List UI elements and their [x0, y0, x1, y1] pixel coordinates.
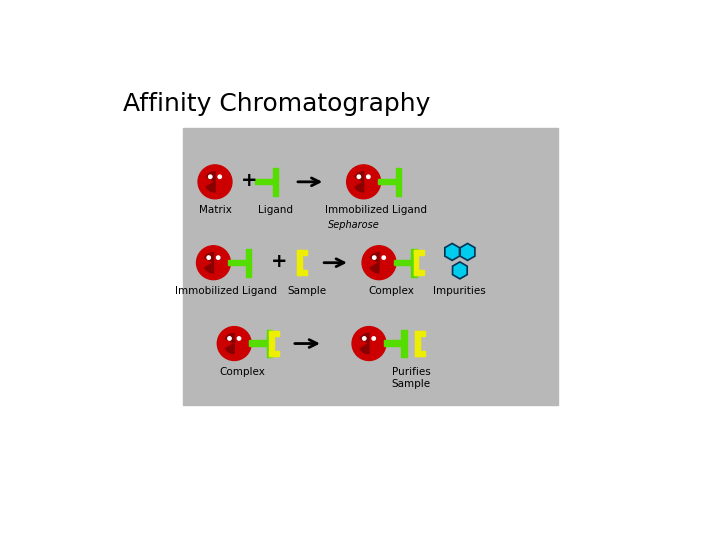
FancyBboxPatch shape	[228, 260, 248, 265]
Wedge shape	[355, 182, 364, 192]
FancyBboxPatch shape	[269, 351, 279, 356]
FancyBboxPatch shape	[249, 340, 269, 346]
Wedge shape	[206, 182, 215, 192]
FancyBboxPatch shape	[255, 179, 275, 184]
Wedge shape	[360, 343, 369, 354]
Wedge shape	[204, 262, 213, 273]
Text: Ligand: Ligand	[258, 205, 292, 215]
FancyBboxPatch shape	[384, 340, 404, 346]
Polygon shape	[453, 262, 467, 279]
Text: Sepharose: Sepharose	[328, 220, 379, 231]
Wedge shape	[370, 253, 379, 262]
Polygon shape	[445, 244, 459, 260]
Circle shape	[372, 256, 376, 259]
FancyBboxPatch shape	[414, 271, 423, 275]
FancyBboxPatch shape	[415, 351, 426, 356]
FancyBboxPatch shape	[414, 251, 418, 275]
FancyBboxPatch shape	[273, 168, 278, 195]
Text: Sample: Sample	[288, 286, 327, 296]
Polygon shape	[460, 244, 475, 260]
Wedge shape	[225, 333, 234, 343]
Text: Complex: Complex	[369, 286, 414, 296]
FancyBboxPatch shape	[411, 249, 417, 276]
FancyBboxPatch shape	[266, 330, 272, 357]
Wedge shape	[204, 253, 213, 262]
Circle shape	[198, 165, 232, 199]
FancyBboxPatch shape	[414, 251, 423, 255]
Circle shape	[346, 165, 381, 199]
Wedge shape	[370, 262, 379, 273]
Wedge shape	[206, 172, 215, 182]
Circle shape	[209, 175, 212, 178]
Text: +: +	[240, 171, 257, 190]
Circle shape	[357, 175, 361, 178]
Circle shape	[362, 246, 396, 280]
Wedge shape	[355, 172, 364, 182]
Circle shape	[382, 256, 385, 259]
FancyBboxPatch shape	[183, 128, 559, 405]
Text: Impurities: Impurities	[433, 286, 486, 296]
FancyBboxPatch shape	[394, 260, 414, 265]
Circle shape	[218, 175, 222, 178]
Text: Immobilized Ligand: Immobilized Ligand	[175, 286, 276, 296]
FancyBboxPatch shape	[415, 331, 420, 356]
Circle shape	[366, 175, 370, 178]
Text: Complex: Complex	[219, 367, 265, 376]
Circle shape	[238, 337, 240, 340]
Text: Affinity Chromatography: Affinity Chromatography	[122, 92, 430, 116]
FancyBboxPatch shape	[269, 331, 279, 336]
FancyBboxPatch shape	[246, 249, 251, 276]
FancyBboxPatch shape	[378, 179, 398, 184]
Text: Purifies
Sample: Purifies Sample	[392, 367, 431, 389]
FancyBboxPatch shape	[415, 331, 426, 336]
Circle shape	[352, 327, 386, 361]
Circle shape	[197, 246, 230, 280]
FancyBboxPatch shape	[396, 168, 401, 195]
Text: Matrix: Matrix	[199, 205, 231, 215]
Circle shape	[217, 327, 251, 361]
FancyBboxPatch shape	[401, 330, 407, 357]
Circle shape	[363, 337, 366, 340]
Wedge shape	[225, 343, 234, 354]
FancyBboxPatch shape	[297, 251, 307, 255]
Circle shape	[372, 337, 375, 340]
Circle shape	[207, 256, 210, 259]
Text: +: +	[271, 252, 287, 271]
FancyBboxPatch shape	[297, 271, 307, 275]
FancyBboxPatch shape	[297, 251, 302, 275]
Wedge shape	[360, 333, 369, 343]
Circle shape	[217, 256, 220, 259]
Circle shape	[228, 337, 231, 340]
FancyBboxPatch shape	[269, 331, 274, 356]
Text: Immobilized Ligand: Immobilized Ligand	[325, 205, 427, 215]
